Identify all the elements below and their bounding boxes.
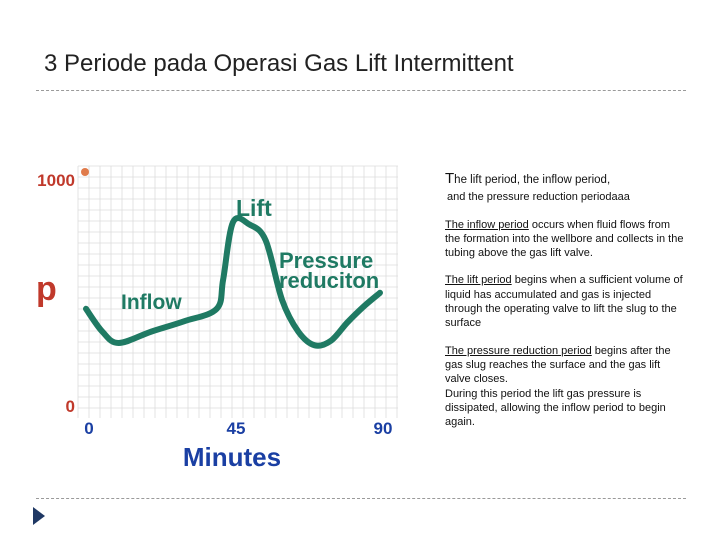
intro-line-2: and the pressure reduction periodaaa — [447, 191, 630, 204]
y-tick-label-0: 0 — [66, 397, 75, 416]
lift-text: begins when a sufficient volume of liqui… — [445, 274, 683, 330]
pressure-curve — [83, 215, 383, 349]
inflow-text: occurs when fluid flows from the formati… — [445, 218, 684, 260]
lift-term: The lift period — [445, 274, 512, 287]
intro-line-1: The lift period, the inflow period, — [445, 170, 685, 187]
pressure-reduction-text: begins after the gas slug reaches the su… — [445, 344, 671, 386]
annotation-pressure-line2: reduciton — [279, 268, 379, 293]
y-axis-label: p — [36, 270, 57, 308]
lift-paragraph: The lift period begins when a sufficient… — [445, 273, 685, 330]
pressure-reduction-term: The pressure reduction period — [445, 344, 592, 357]
description-column: The lift period, the inflow period, and … — [445, 170, 685, 430]
y-tick-label-1000: 1000 — [37, 171, 75, 190]
chart-grid — [77, 165, 398, 418]
annotation-pressure-line1: Pressure — [279, 248, 373, 273]
slide-title: 3 Periode pada Operasi Gas Lift Intermit… — [44, 50, 514, 77]
pressure-reduction-paragraph: The pressure reduction period begins aft… — [445, 344, 685, 430]
ymax-marker — [81, 168, 89, 176]
annotation-inflow: Inflow — [121, 291, 182, 314]
annotation-lift: Lift — [236, 195, 272, 221]
intro-first-letter: T — [445, 170, 455, 187]
bottom-divider — [36, 498, 686, 499]
intro-rest: he lift period, the inflow period, — [454, 174, 611, 186]
inflow-term: The inflow period — [445, 218, 529, 231]
x-axis-label: Minutes — [183, 442, 281, 472]
x-tick-label-45: 45 — [227, 419, 246, 438]
top-divider — [36, 90, 686, 91]
inflow-paragraph: The inflow period occurs when fluid flow… — [445, 218, 685, 261]
next-slide-icon[interactable] — [33, 507, 45, 525]
pressure-reduction-extra: During this period the lift gas pressure… — [445, 387, 666, 429]
series-line — [83, 215, 383, 349]
pressure-chart: 1000 0 p 0 45 90 Minutes Lift Inflow Pre… — [28, 160, 402, 478]
x-tick-label-0: 0 — [84, 419, 93, 438]
x-tick-label-90: 90 — [374, 419, 393, 438]
